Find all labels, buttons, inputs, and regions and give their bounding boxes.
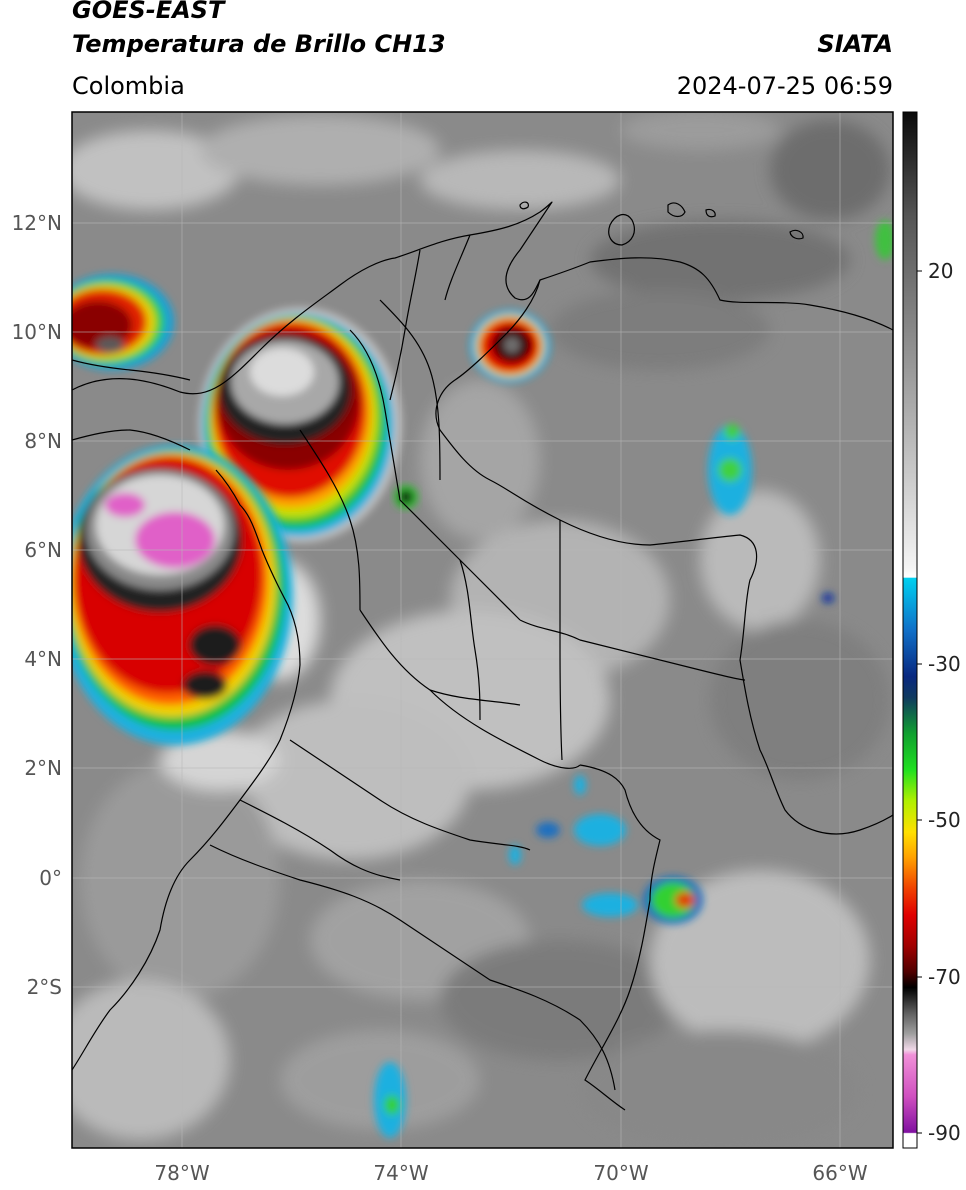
- product-title: Temperatura de Brillo CH13: [72, 30, 446, 58]
- graticule: [72, 112, 893, 1148]
- colorbar-tick-label: -90: [928, 1121, 961, 1145]
- lat-label: 8°N: [24, 429, 62, 453]
- storm-cell-choco: [72, 445, 293, 745]
- lat-label: 2°S: [27, 975, 62, 999]
- satellite-title: GOES-EAST: [72, 0, 225, 24]
- colorbar-tick-label: 20: [928, 259, 953, 283]
- storm-cell-guajira: [394, 310, 550, 509]
- country-borders: [72, 201, 893, 1111]
- map-frame: [71, 111, 894, 1149]
- colorbar-tick-label: -30: [928, 652, 961, 676]
- lon-label: 78°W: [154, 1161, 209, 1185]
- lat-label: 0°: [39, 866, 62, 890]
- colorbar-tick-label: -70: [928, 965, 961, 989]
- colorbar-tick-label: -50: [928, 808, 961, 832]
- lon-label: 66°W: [812, 1161, 867, 1185]
- timestamp-label: 2024-07-25 06:59: [676, 72, 893, 100]
- lon-label: 74°W: [373, 1161, 428, 1185]
- lon-label: 70°W: [593, 1161, 648, 1185]
- storm-cell-panama: [72, 274, 174, 370]
- brightness-temperature-image: [72, 112, 893, 1148]
- lat-label: 12°N: [12, 211, 62, 235]
- lat-label: 4°N: [24, 647, 62, 671]
- colorbar-gradient: [903, 112, 917, 1148]
- lat-label: 2°N: [24, 756, 62, 780]
- longitude-labels: 78°W 74°W 70°W 66°W: [154, 1161, 867, 1185]
- storm-cell-amazonas: [374, 775, 703, 1138]
- colorbar-frame: [902, 111, 918, 1149]
- brand-label: SIATA: [817, 30, 893, 58]
- storm-cell-venezuela: [708, 220, 893, 603]
- lat-label: 6°N: [24, 538, 62, 562]
- latitude-labels: 12°N 10°N 8°N 6°N 4°N 2°N 0° 2°S: [12, 211, 62, 999]
- region-label: Colombia: [72, 72, 185, 100]
- colorbar: 20 -30 -50 -70 -90: [902, 111, 961, 1149]
- lat-label: 10°N: [12, 320, 62, 344]
